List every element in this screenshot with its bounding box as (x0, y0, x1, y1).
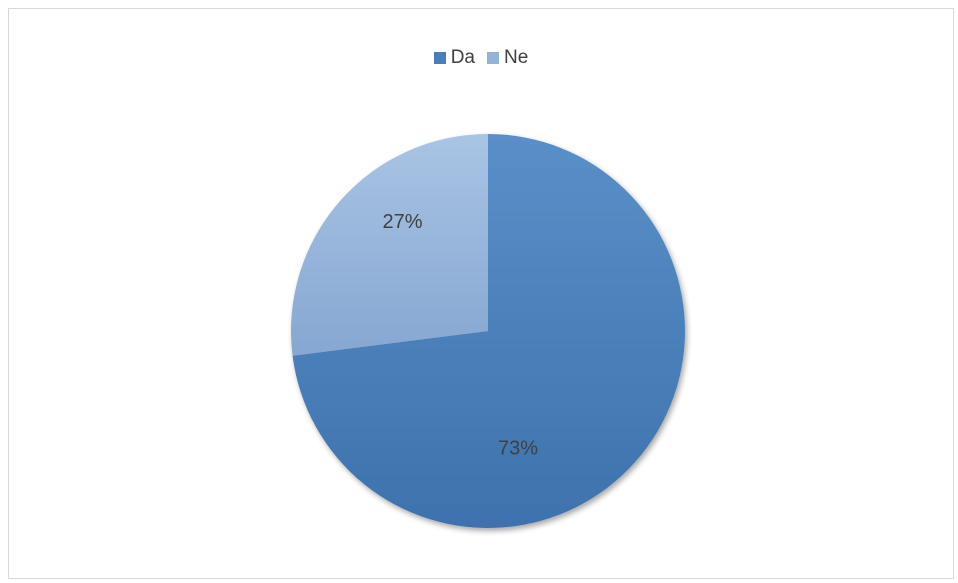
legend: Da Ne (9, 47, 953, 69)
legend-item-ne: Ne (487, 47, 528, 69)
legend-item-da: Da (433, 47, 475, 69)
legend-label-da: Da (450, 47, 475, 68)
legend-label-ne: Ne (504, 47, 529, 68)
pie-slice-da (292, 134, 685, 528)
legend-swatch-ne (487, 52, 499, 64)
pie-slice-ne (291, 134, 488, 356)
pie-label-ne: 27% (383, 211, 423, 233)
legend-swatch-da (433, 52, 446, 64)
pie-label-da: 73% (498, 438, 538, 460)
